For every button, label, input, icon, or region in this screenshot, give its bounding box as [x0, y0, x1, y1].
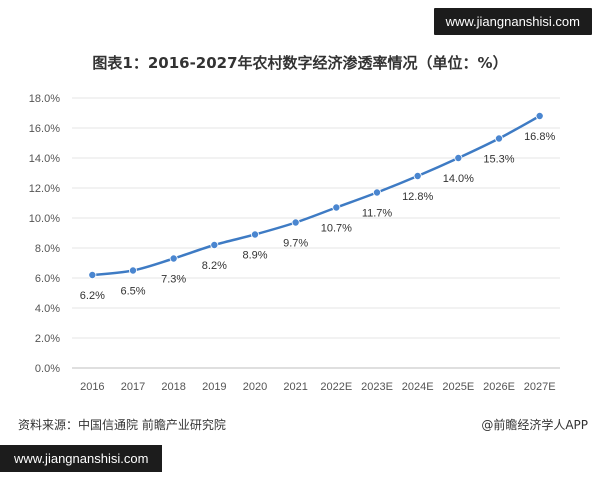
x-tick-label: 2025E: [442, 381, 474, 393]
data-label: 15.3%: [483, 154, 514, 166]
x-tick-label: 2020: [243, 381, 267, 393]
data-label: 8.2%: [202, 260, 227, 272]
data-label: 6.2%: [80, 290, 105, 302]
source-note: 资料来源：中国信通院 前瞻产业研究院: [18, 418, 226, 432]
data-point: [210, 240, 219, 249]
y-tick-label: 12.0%: [29, 183, 60, 195]
data-label: 9.7%: [283, 238, 308, 250]
watermark-url-top: www.jiangnanshisi.com: [433, 8, 592, 35]
data-point: [535, 112, 544, 121]
grid-lines: [72, 97, 560, 369]
y-tick-label: 4.0%: [35, 303, 60, 315]
data-label: 12.8%: [402, 191, 433, 203]
data-point: [88, 270, 97, 279]
data-label: 14.0%: [443, 173, 474, 185]
x-axis-ticks: 2016 2017 2018 2019 2020 2021 2022E 2023E 2024E 2…: [80, 381, 555, 393]
data-points: [88, 112, 544, 279]
y-tick-label: 8.0%: [35, 243, 60, 255]
y-tick-label: 18.0%: [29, 93, 60, 105]
x-tick-label: 2022E: [320, 381, 352, 393]
x-tick-label: 2026E: [483, 381, 515, 393]
credit-note: @前瞻经济学人APP: [481, 418, 588, 432]
series-line: [92, 114, 541, 277]
y-axis-ticks: 0.0% 2.0% 4.0% 6.0% 8.0% 10.0% 12.0% 14.0% 16.0%…: [29, 93, 60, 375]
data-point: [250, 230, 259, 239]
data-label: 7.3%: [161, 274, 186, 286]
data-point: [454, 154, 463, 163]
x-tick-label: 2023E: [361, 381, 393, 393]
data-label: 8.9%: [242, 250, 267, 262]
data-point: [372, 188, 381, 197]
data-point: [494, 134, 503, 143]
data-label: 11.7%: [362, 208, 393, 220]
y-tick-label: 16.0%: [29, 123, 60, 135]
x-tick-label: 2017: [121, 381, 145, 393]
data-point: [291, 218, 300, 227]
series-path: [92, 114, 541, 277]
y-tick-label: 14.0%: [29, 153, 60, 165]
x-tick-label: 2016: [80, 381, 104, 393]
data-label: 6.5%: [120, 286, 145, 298]
y-tick-label: 0.0%: [35, 363, 60, 375]
chart-title: 图表1：2016-2027年农村数字经济渗透率情况（单位：%）: [92, 54, 508, 72]
line-chart: 0.0% 2.0% 4.0% 6.0% 8.0% 10.0% 12.0% 14.0% 16.0%…: [29, 93, 560, 393]
data-point: [169, 254, 178, 263]
data-point: [332, 203, 341, 212]
x-tick-label: 2027E: [524, 381, 556, 393]
y-tick-label: 2.0%: [35, 333, 60, 345]
data-label: 16.8%: [524, 131, 555, 143]
data-labels: 6.2% 6.5% 7.3% 8.2% 8.9% 9.7% 10.7% 11.7% 12.8% 1…: [80, 131, 556, 302]
data-point: [128, 266, 137, 275]
x-tick-label: 2018: [161, 381, 185, 393]
y-tick-label: 6.0%: [35, 273, 60, 285]
x-tick-label: 2019: [202, 381, 226, 393]
data-label: 10.7%: [321, 223, 352, 235]
x-tick-label: 2024E: [402, 381, 434, 393]
watermark-url-bottom: www.jiangnanshisi.com: [0, 445, 163, 472]
x-tick-label: 2021: [283, 381, 307, 393]
y-tick-label: 10.0%: [29, 213, 60, 225]
data-point: [413, 172, 422, 181]
